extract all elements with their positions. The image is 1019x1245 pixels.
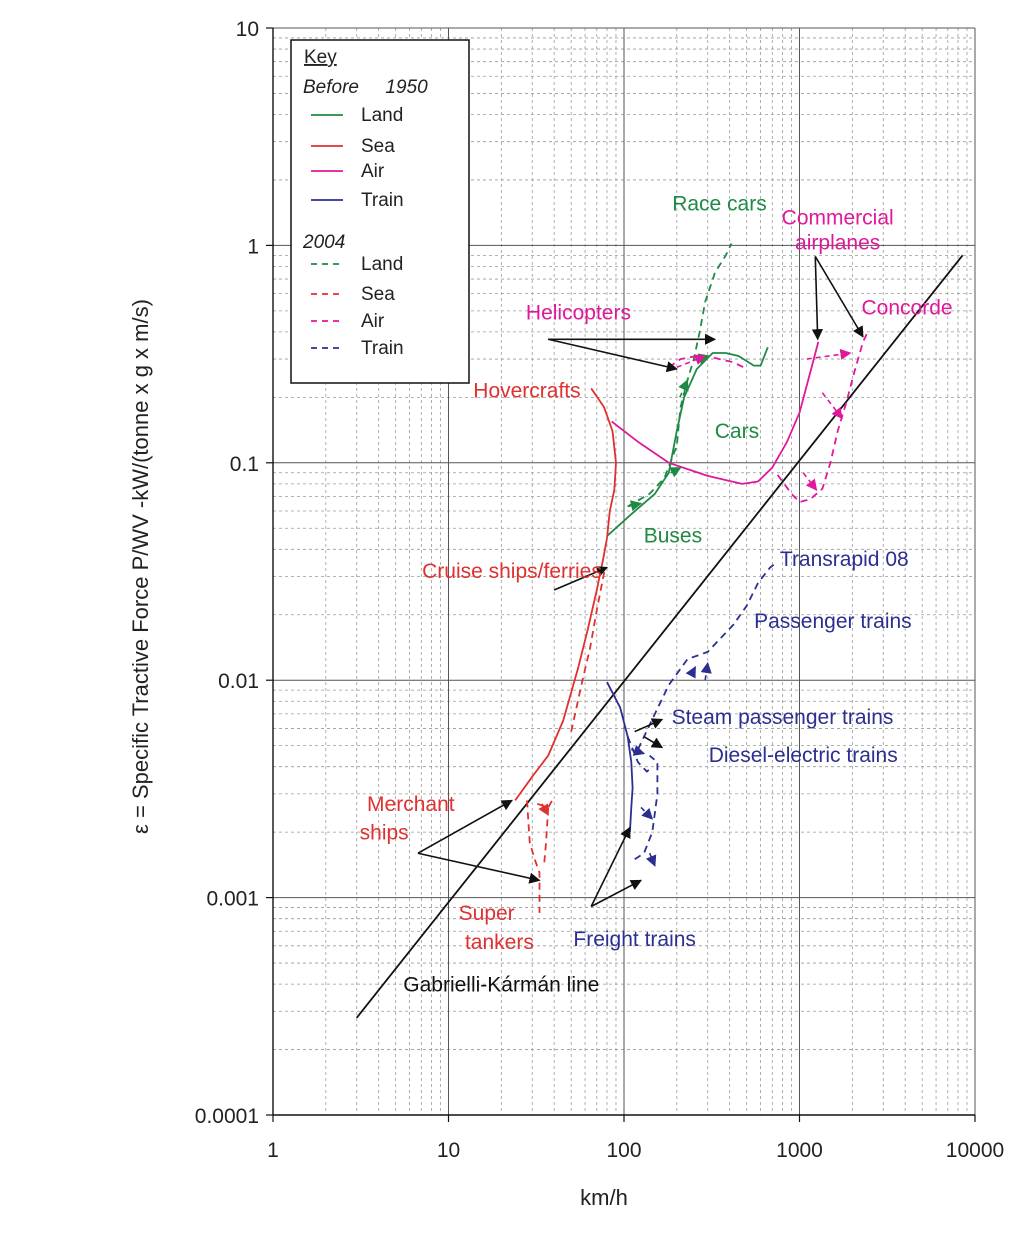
annotation-pointer <box>590 826 631 907</box>
annotation-pointer <box>417 799 513 854</box>
sea-series-2004 <box>543 807 550 866</box>
y-tick-label: 0.1 <box>230 453 259 476</box>
legend-item-train-2004: Train <box>311 338 404 359</box>
x-tick-label: 100 <box>606 1139 641 1162</box>
land-series-before <box>606 346 769 537</box>
y-tick-label: 0.0001 <box>195 1105 259 1128</box>
legend-label: Train <box>361 338 404 359</box>
sea-series-2004 <box>570 567 606 732</box>
train-trend-arrow <box>640 806 654 820</box>
legend-group-2004: 2004 <box>302 232 345 253</box>
sea-series-2004 <box>536 799 553 809</box>
annotation-label: Gabrielli-Kármán line <box>403 973 599 996</box>
sea-trend-arrow <box>538 803 549 816</box>
legend: Key Before 1950 2004 LandSeaAirTrainLand… <box>290 39 470 384</box>
annotation-label: Helicopters <box>526 302 631 325</box>
air-series-2004 <box>776 331 869 503</box>
annotation-label: Cruise ships/ferries <box>422 560 602 583</box>
legend-label: Sea <box>361 136 395 157</box>
x-tick-label: 10000 <box>946 1139 1004 1162</box>
legend-label: Sea <box>361 284 395 305</box>
y-tick-label: 0.01 <box>218 670 259 693</box>
annotation-label: tankers <box>465 931 534 954</box>
train-trend-arrow <box>700 661 712 681</box>
x-tick-label: 1 <box>267 1139 279 1162</box>
legend-box <box>290 39 470 384</box>
annotation-label: Commercial <box>782 206 894 229</box>
annotation-label: Diesel-electric trains <box>709 744 898 767</box>
annotation-label: Freight trains <box>573 928 696 951</box>
annotation-label: Race cars <box>672 192 767 215</box>
annotation-label: Super <box>459 902 515 925</box>
annotation-pointer <box>811 256 824 341</box>
annotation-pointer <box>548 338 678 373</box>
annotation-label: Steam passenger trains <box>672 706 894 729</box>
legend-label: Air <box>361 161 385 182</box>
air-trend-arrow <box>806 348 852 360</box>
air-series-before <box>611 341 820 485</box>
legend-label: Land <box>361 254 403 275</box>
legend-item-air-before: Air <box>311 161 385 182</box>
land-series-2004 <box>627 243 733 508</box>
series-layer <box>355 243 964 1019</box>
y-axis-label: ε = Specific Tractive Force P/WV -kW/(to… <box>128 299 153 834</box>
legend-label: Land <box>361 105 403 126</box>
annotation-label: Hovercrafts <box>473 379 580 402</box>
line-series-ref <box>355 254 964 1019</box>
annotation-pointer <box>814 255 864 338</box>
arrow-layer <box>538 348 852 867</box>
train-trend-arrow <box>685 666 697 679</box>
axes: 1 10 100 1000 10000 0.0001 0.001 0.01 0.1 1 10 km/h… <box>128 18 1004 1210</box>
annotation-pointer <box>553 566 609 591</box>
annotation-label: Buses <box>644 524 702 547</box>
train-trend-arrow <box>631 745 646 756</box>
legend-item-sea-before: Sea <box>311 136 395 157</box>
legend-group-before: Before 1950 <box>303 77 428 98</box>
annotation-pointer <box>590 879 642 908</box>
annotation-label: Merchant <box>367 793 455 816</box>
annotation-label: Passenger trains <box>754 610 912 633</box>
legend-item-land-before: Land <box>311 105 403 126</box>
legend-item-air-2004: Air <box>311 311 385 332</box>
annotation-label: Cars <box>715 420 759 443</box>
sea-series-before <box>590 387 617 539</box>
sea-series-2004 <box>526 800 541 913</box>
y-tick-label: 0.001 <box>206 888 259 911</box>
legend-item-sea-2004: Sea <box>311 284 395 305</box>
train-series-2004 <box>637 561 779 750</box>
annotation-label: Transrapid 08 <box>780 548 909 571</box>
y-tick-label: 1 <box>247 235 259 258</box>
annotation-label: Concorde <box>862 297 953 320</box>
legend-label: Train <box>361 190 404 211</box>
x-tick-label: 1000 <box>776 1139 823 1162</box>
legend-label: Air <box>361 311 385 332</box>
train-series-before <box>606 681 634 833</box>
pointer-layer <box>417 255 864 908</box>
annotation-label: airplanes <box>795 231 880 254</box>
annotation-label: ships <box>360 822 409 845</box>
land-trend-arrow <box>627 500 643 512</box>
y-tick-label: 10 <box>236 18 259 41</box>
legend-title: Key <box>304 47 337 68</box>
air-trend-arrow <box>802 472 818 491</box>
land-trend-arrow <box>669 466 682 478</box>
legend-item-train-before: Train <box>311 190 404 211</box>
train-trend-arrow <box>645 852 657 867</box>
land-trend-arrow <box>678 379 689 398</box>
legend-item-land-2004: Land <box>311 254 403 275</box>
annotation-pointer <box>643 735 664 749</box>
air-trend-arrow <box>821 392 843 420</box>
x-axis-label: km/h <box>580 1185 628 1210</box>
annotation-pointer <box>417 852 541 884</box>
train-series-2004 <box>634 754 659 861</box>
annotation-pointer <box>634 718 664 733</box>
legend-entries: Land Sea Air Train Land Sea Air Train <box>311 105 404 359</box>
x-tick-label: 10 <box>437 1139 460 1162</box>
